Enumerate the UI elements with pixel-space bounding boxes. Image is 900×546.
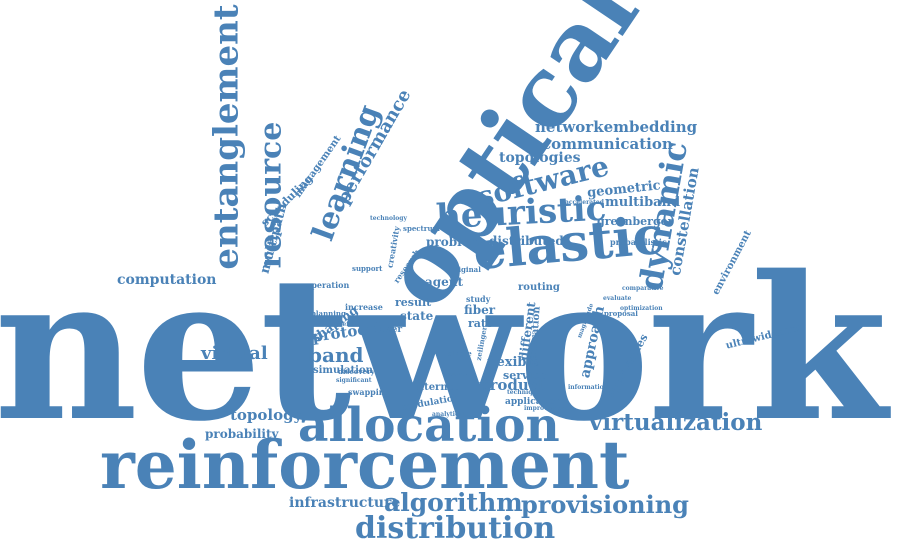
word-computation: computation <box>117 272 217 288</box>
word-internet: internet <box>413 382 459 393</box>
word-technique: technique <box>507 389 541 396</box>
word-communication: communication <box>542 135 673 153</box>
word-virtual: virtual <box>201 343 268 364</box>
word-study: study <box>466 294 491 304</box>
word-original: original <box>450 265 481 274</box>
word-infrastructure: infrastructure <box>289 495 401 511</box>
word-result: result <box>395 296 432 309</box>
word-planning: planning <box>311 309 346 318</box>
word-distribution: distribution <box>355 511 556 546</box>
word-accelerated: accelerated <box>565 199 604 206</box>
word-comparative: comparative <box>622 285 664 292</box>
word-simulation: simulation <box>313 365 373 376</box>
word-analytical: analytical <box>432 411 465 418</box>
word-product: product <box>479 376 545 394</box>
word-topology: topology <box>230 406 303 424</box>
word-flexible: flexible <box>487 355 540 370</box>
word-survey: survey <box>446 371 468 378</box>
word-provisioning: provisioning <box>521 490 689 519</box>
word-algorithm: algorithm <box>384 488 523 517</box>
word-support: support <box>352 264 383 273</box>
word-service: service <box>503 369 547 382</box>
word-single: single <box>448 349 472 358</box>
word-user: user <box>380 325 403 335</box>
word-technology: technology <box>370 215 407 222</box>
word-probability: probability <box>205 427 279 441</box>
word-multiband: multiband <box>605 195 681 210</box>
word-state: state <box>400 309 434 323</box>
word-benefit: benefit <box>330 321 354 328</box>
word-proposal: proposal <box>604 309 638 318</box>
word-significant: significant <box>336 377 372 384</box>
word-band: band <box>308 343 364 367</box>
word-virtualization: virtualization <box>589 409 763 436</box>
word-application: application <box>505 397 562 407</box>
word-operation: operation <box>306 280 350 290</box>
word-problem: problem <box>426 235 482 249</box>
word-entanglement: entanglement <box>206 4 247 270</box>
word-networkembedding: networkembedding <box>535 118 698 136</box>
word-allocation: allocation <box>298 398 560 453</box>
word-improvement: improvement <box>524 405 569 412</box>
word-information: information <box>568 384 609 391</box>
word-agent: agent <box>425 275 464 289</box>
word-network: network <box>0 232 887 465</box>
word-rate: rate <box>468 317 494 330</box>
word-spectrum: spectrum <box>403 224 440 233</box>
word-distributed: distributed <box>489 234 564 248</box>
word-routing: routing <box>518 282 560 293</box>
word-probabilistic: probabilistic <box>610 237 667 247</box>
word-reinforcement: reinforcement <box>100 426 630 504</box>
word-discovery: discovery <box>338 367 375 376</box>
word-evaluate: evaluate <box>603 295 632 302</box>
word-fiber: fiber <box>464 303 496 317</box>
word-greenberger: greenberger <box>597 215 674 228</box>
word-swapping: swapping <box>348 387 391 397</box>
word-optimization: optimization <box>620 305 663 312</box>
word-increase: increase <box>345 302 383 312</box>
word-topologies: topologies <box>499 150 581 166</box>
